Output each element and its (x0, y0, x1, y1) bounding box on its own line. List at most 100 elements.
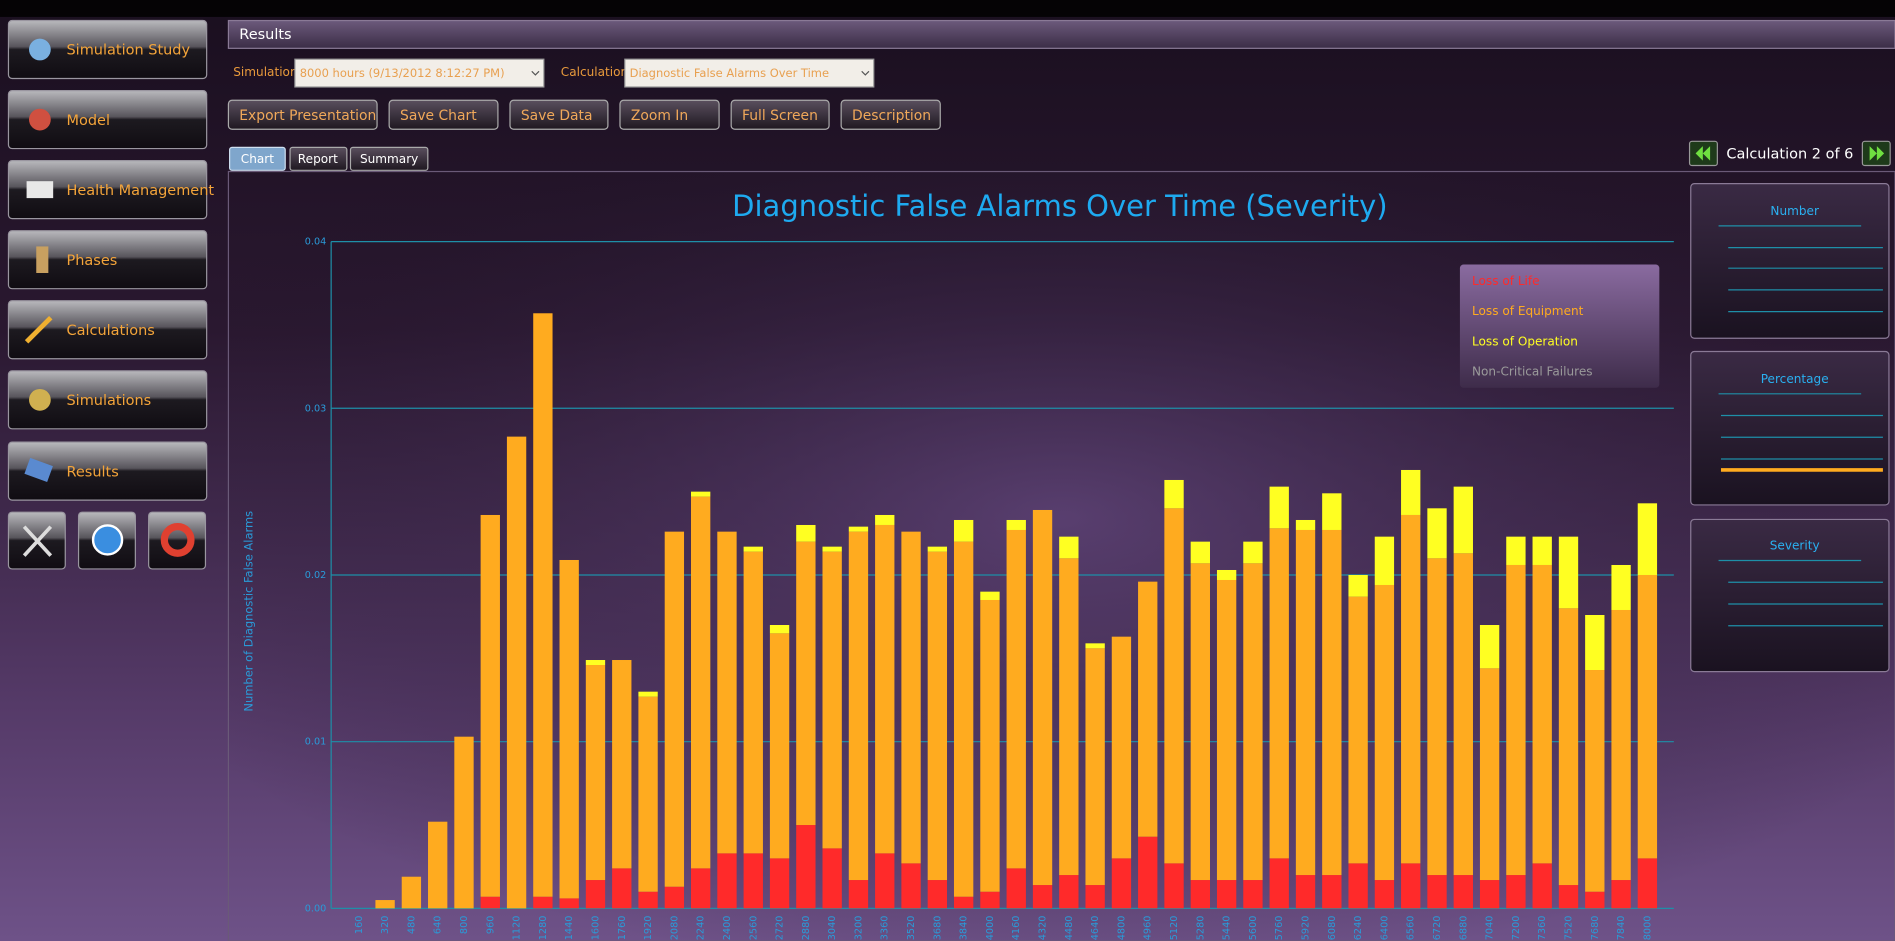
nav-button[interactable]: Simulations (7, 370, 208, 430)
next-button[interactable] (1861, 140, 1891, 167)
toolbar-button[interactable]: Full Screen (730, 99, 830, 130)
bar-segment (848, 531, 869, 881)
bar-segment (1269, 486, 1289, 529)
bar-segment (533, 896, 553, 909)
x-tick-label: 4160 (1011, 916, 1022, 941)
x-tick-label: 7520 (1563, 916, 1574, 941)
bar-segment (454, 736, 474, 909)
previous-button[interactable] (1688, 140, 1718, 167)
x-tick-label: 320 (380, 916, 391, 934)
simulation-dropdown[interactable]: 8000 hours (9/13/2012 8:12:27 PM) (294, 58, 545, 88)
bar-segment (1216, 880, 1237, 909)
bar-segment (848, 526, 869, 532)
button-label: Save Chart (400, 108, 477, 124)
x-tick-label: 3360 (880, 916, 891, 941)
bar-segment (1532, 863, 1552, 909)
thumbnail-title: Percentage (1761, 372, 1829, 386)
x-tick-label: 1760 (617, 916, 628, 941)
x-tick-label: 6880 (1458, 916, 1469, 941)
toolbar-button[interactable]: Save Chart (388, 99, 499, 130)
bar-segment (664, 886, 685, 909)
bar-segment (875, 514, 895, 525)
bar-segment (769, 624, 790, 634)
bar-segment (1558, 608, 1579, 886)
tab[interactable]: Summary (349, 146, 429, 171)
legend-entry: Loss of Life (1472, 274, 1540, 288)
bar-segment (796, 541, 816, 826)
x-tick-label: 7200 (1511, 916, 1522, 941)
icon (26, 181, 54, 199)
tools-button[interactable] (7, 511, 66, 570)
nav-button[interactable]: Calculations (7, 300, 208, 360)
info-button[interactable] (77, 511, 136, 570)
bar-segment (638, 696, 658, 892)
bar-segment (1401, 863, 1421, 909)
bar-segment (980, 599, 1000, 892)
bar-segment (953, 519, 974, 542)
nav-button[interactable]: Results (7, 441, 208, 501)
x-tick-label: 3040 (827, 916, 838, 941)
nav-button[interactable]: Phases (7, 230, 208, 290)
nav-label: Model (66, 113, 110, 129)
thumbnail-title: Number (1770, 204, 1819, 218)
tab[interactable]: Report (289, 146, 348, 171)
bar-segment (1453, 486, 1473, 554)
nav-button[interactable]: Model (7, 89, 208, 150)
bar-segment (1374, 536, 1395, 585)
bar-segment (1059, 558, 1079, 876)
calculation-dropdown[interactable]: Diagnostic False Alarms Over Time (624, 58, 875, 88)
help-button[interactable] (148, 511, 207, 570)
bar-segment (822, 848, 842, 909)
bar-segment (1085, 648, 1105, 886)
x-tick-label: 2080 (669, 916, 680, 941)
thumbnail[interactable]: Number (1690, 183, 1890, 339)
x-tick-label: 6560 (1406, 916, 1417, 941)
x-tick-label: 480 (406, 916, 417, 934)
nav-button[interactable]: Health Management (7, 160, 214, 220)
bar-segment (1348, 596, 1368, 864)
bar-segment (638, 891, 658, 909)
toolbar-button[interactable]: Export Presentation (227, 99, 378, 130)
bar-segment (796, 825, 816, 909)
thumbnail[interactable]: Percentage (1690, 350, 1890, 506)
toolbar-button[interactable]: Zoom In (619, 99, 720, 130)
y-tick-label: 0.01 (305, 737, 327, 748)
bar-segment (1637, 574, 1658, 859)
toolbar-button[interactable]: Description (840, 99, 941, 130)
toolbar-button[interactable]: Save Data (509, 99, 609, 130)
bar-segment (1374, 880, 1395, 909)
bar-segment (1322, 875, 1342, 909)
bar-segment (953, 896, 974, 909)
bar-segment (585, 880, 606, 909)
bar-segment (1032, 885, 1053, 909)
x-tick-label: 1440 (564, 916, 575, 941)
x-tick-label: 2240 (696, 916, 707, 941)
tab[interactable]: Chart (229, 146, 286, 171)
x-tick-label: 960 (485, 916, 496, 934)
bar-segment (1059, 536, 1079, 559)
nav-label: Health Management (66, 183, 214, 199)
bar-segment (664, 531, 685, 887)
bar-segment (1243, 880, 1263, 909)
thumbnails: Number Percentage Severity (1690, 183, 1890, 673)
bar-segment (822, 546, 842, 552)
legend-entry: Loss of Operation (1472, 334, 1578, 348)
nav-label: Phases (66, 253, 117, 269)
bar-segment (1138, 581, 1158, 837)
icon (29, 38, 51, 61)
x-tick-label: 4480 (1064, 916, 1075, 941)
calculation-label: Calculation (561, 65, 628, 79)
nav-button[interactable]: Simulation Study (7, 19, 208, 80)
x-tick-label: 7360 (1537, 916, 1548, 941)
bar-segment (1585, 614, 1605, 671)
bar-segment (480, 514, 500, 897)
dropdown-value: 8000 hours (9/13/2012 8:12:27 PM) (300, 66, 505, 80)
x-tick-label: 1600 (590, 916, 601, 941)
thumbnail[interactable]: Severity (1690, 518, 1890, 673)
bar-segment (1295, 519, 1316, 530)
button-label: Description (852, 108, 931, 124)
bar-segment (1295, 875, 1316, 909)
bar-segment (1164, 863, 1184, 909)
legend-box (1459, 264, 1660, 388)
